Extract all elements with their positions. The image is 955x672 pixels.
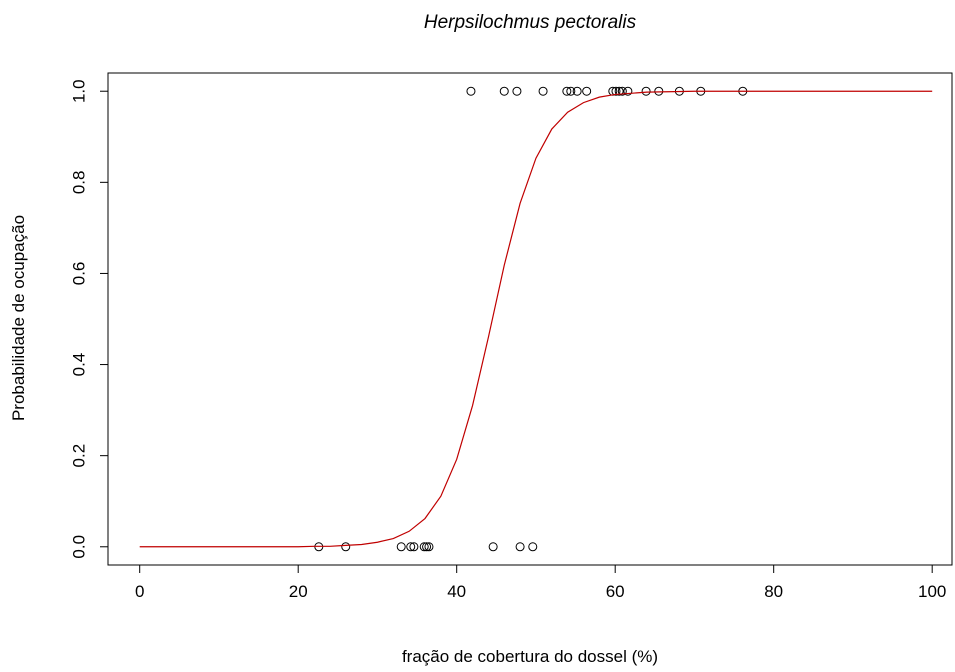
point xyxy=(641,86,651,96)
point xyxy=(499,86,509,96)
point xyxy=(424,542,434,552)
y-axis-label: Probabilidade de ocupação xyxy=(9,215,28,421)
y-tick-label: 1.0 xyxy=(69,79,88,103)
point xyxy=(617,86,627,96)
point xyxy=(515,542,525,552)
point xyxy=(406,542,416,552)
point xyxy=(341,542,351,552)
point xyxy=(422,542,432,552)
point xyxy=(572,86,582,96)
point xyxy=(512,86,522,96)
point xyxy=(419,542,429,552)
point xyxy=(566,86,576,96)
point xyxy=(538,86,548,96)
y-tick-label: 0.0 xyxy=(69,535,88,559)
plot-frame xyxy=(107,72,953,566)
y-tick-label: 0.2 xyxy=(69,444,88,468)
point xyxy=(466,86,476,96)
x-tick-label: 100 xyxy=(918,582,946,601)
point xyxy=(409,542,419,552)
y-tick-label: 0.4 xyxy=(69,353,88,377)
x-tick-label: 60 xyxy=(606,582,625,601)
x-tick-label: 20 xyxy=(289,582,308,601)
x-tick-label: 80 xyxy=(764,582,783,601)
point xyxy=(611,86,621,96)
curve xyxy=(139,90,933,548)
x-tick-label: 40 xyxy=(447,582,466,601)
point xyxy=(528,542,538,552)
point xyxy=(582,86,592,96)
point xyxy=(654,86,664,96)
point xyxy=(396,542,406,552)
point xyxy=(562,86,572,96)
chart-title: Herpsilochmus pectoralis xyxy=(424,12,637,33)
x-axis-label: fração de cobertura do dossel (%) xyxy=(402,647,658,666)
y-tick-label: 0.8 xyxy=(69,171,88,195)
point xyxy=(614,86,624,96)
point xyxy=(623,86,633,96)
point xyxy=(488,542,498,552)
y-tick-label: 0.6 xyxy=(69,262,88,286)
x-tick-label: 0 xyxy=(135,582,144,601)
